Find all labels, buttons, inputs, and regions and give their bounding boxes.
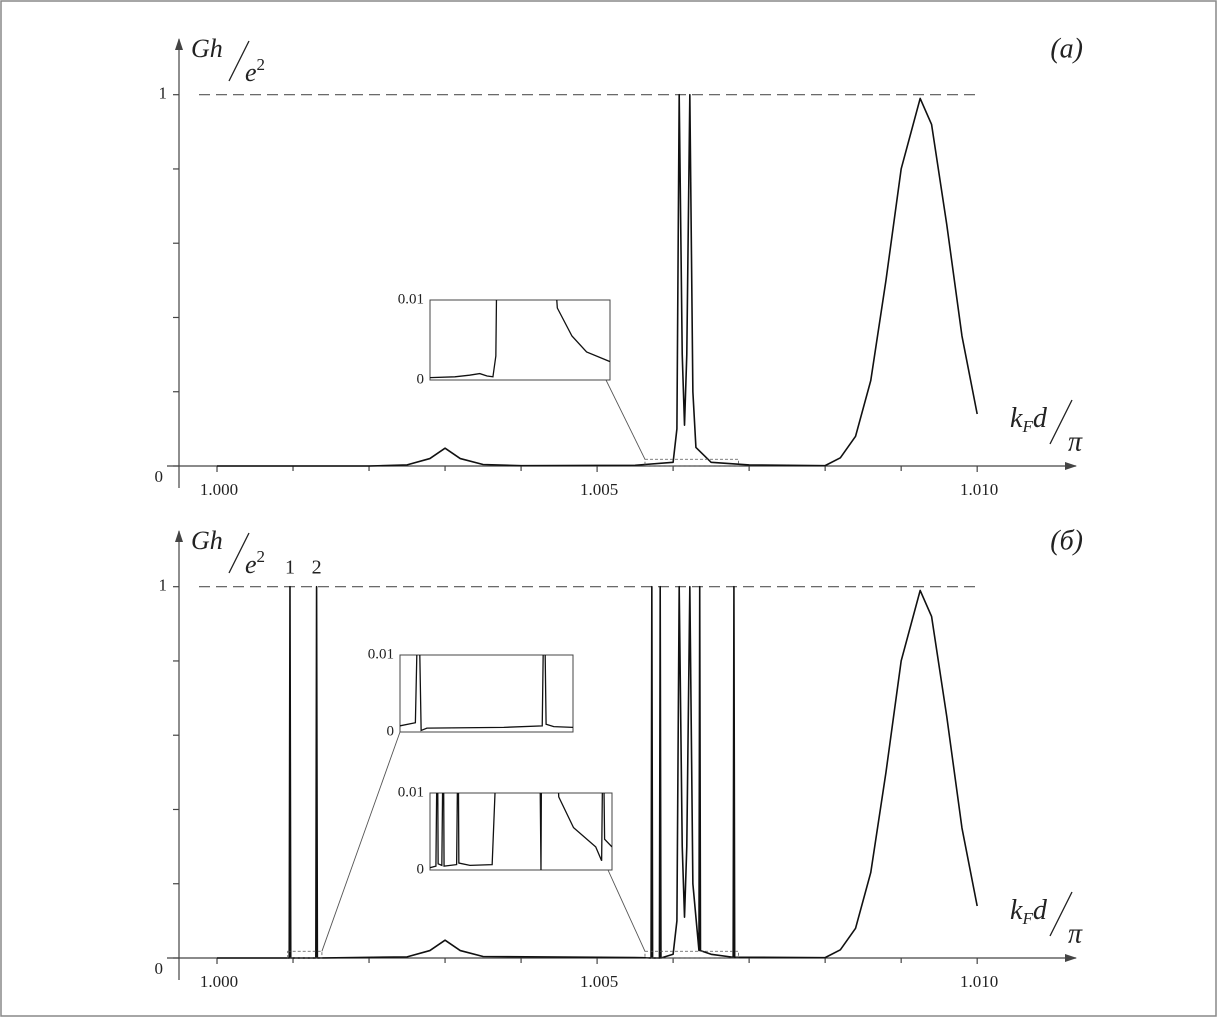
y-label-exponent: 2: [257, 55, 266, 74]
x-label-denominator: π: [1068, 918, 1083, 949]
annotation: 1: [285, 556, 295, 578]
inset-region: [287, 950, 323, 959]
x-label-slash: [1049, 399, 1073, 445]
y-tick-label: 1: [159, 576, 168, 595]
x-label-main: k: [1010, 895, 1023, 926]
y-label-slash: [228, 532, 250, 574]
y-label-exponent: 2: [257, 547, 266, 566]
inset-y-tick-label: 0: [387, 723, 395, 739]
inset-connector: [321, 731, 401, 952]
x-label-sub: F: [1021, 417, 1033, 436]
annotation: 2: [312, 556, 322, 578]
x-label-denominator: π: [1068, 426, 1083, 457]
curve: [217, 93, 978, 467]
y-tick-label: 0: [155, 959, 164, 978]
inset-box: [429, 792, 613, 871]
inset-connector: [607, 869, 646, 952]
x-label: kFd: [1010, 895, 1048, 927]
y-label-denominator: e2: [245, 55, 265, 87]
y-label: Gh: [191, 34, 223, 63]
x-label: kFd: [1010, 403, 1048, 435]
x-tick-label: 1.010: [960, 972, 998, 991]
x-label-main: k: [1010, 403, 1023, 434]
inset-curve: [400, 655, 573, 732]
inset-connector: [605, 379, 646, 460]
x-tick-label: 1.000: [200, 972, 238, 991]
x-tick-label: 1.010: [960, 480, 998, 499]
inset-box: [399, 654, 574, 733]
inset-y-tick-label: 0.01: [398, 784, 424, 800]
inset-y-tick-label: 0: [417, 371, 425, 387]
x-label-rest: d: [1033, 403, 1048, 434]
x-tick-label: 1.005: [580, 480, 618, 499]
y-label-base: e: [245, 550, 257, 579]
y-label-base: e: [245, 58, 257, 87]
inset-region: [644, 458, 739, 467]
x-label-sub: F: [1021, 909, 1033, 928]
panel-label: (a): [1050, 33, 1083, 64]
x-tick-label: 1.000: [200, 480, 238, 499]
y-label-numerator: Gh: [191, 34, 223, 63]
panel-label: (б): [1050, 525, 1083, 556]
y-label-slash: [228, 40, 250, 82]
inset-box: [429, 299, 611, 381]
x-label-slash: [1049, 891, 1073, 937]
inset-curve: [430, 793, 612, 870]
inset-region: [644, 950, 739, 959]
y-label: Gh: [191, 526, 223, 555]
y-label-denominator: e2: [245, 547, 265, 579]
x-label-rest: d: [1033, 895, 1048, 926]
inset-curve: [430, 300, 610, 379]
inset-y-tick-label: 0.01: [368, 646, 394, 662]
x-tick-label: 1.005: [580, 972, 618, 991]
y-tick-label: 1: [159, 84, 168, 103]
inset-y-tick-label: 0: [417, 861, 425, 877]
y-tick-label: 0: [155, 467, 164, 486]
y-label-numerator: Gh: [191, 526, 223, 555]
curve: [217, 585, 978, 959]
inset-y-tick-label: 0.01: [398, 291, 424, 307]
